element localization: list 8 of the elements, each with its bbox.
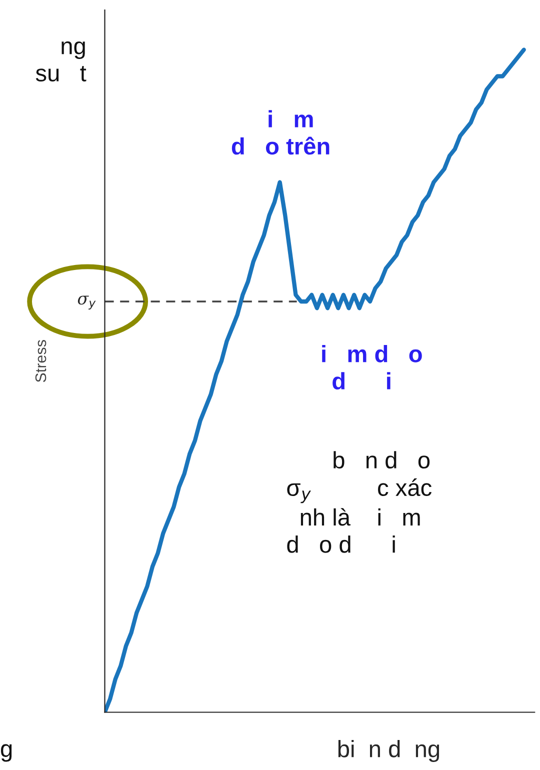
y-axis-title: Stress [35, 340, 46, 382]
text: g [0, 744, 12, 762]
annotation: i m d o d i [322, 345, 422, 390]
text: ng su t [36, 41, 86, 82]
ref-line-label: σ$_{y}$ [78, 296, 96, 310]
annotation: i m d o trên [232, 110, 330, 155]
x-axis-title: bi n d ng [338, 740, 440, 762]
text: b n d o σ$_{y}$ c xác nh là i m d o d i [287, 451, 432, 553]
